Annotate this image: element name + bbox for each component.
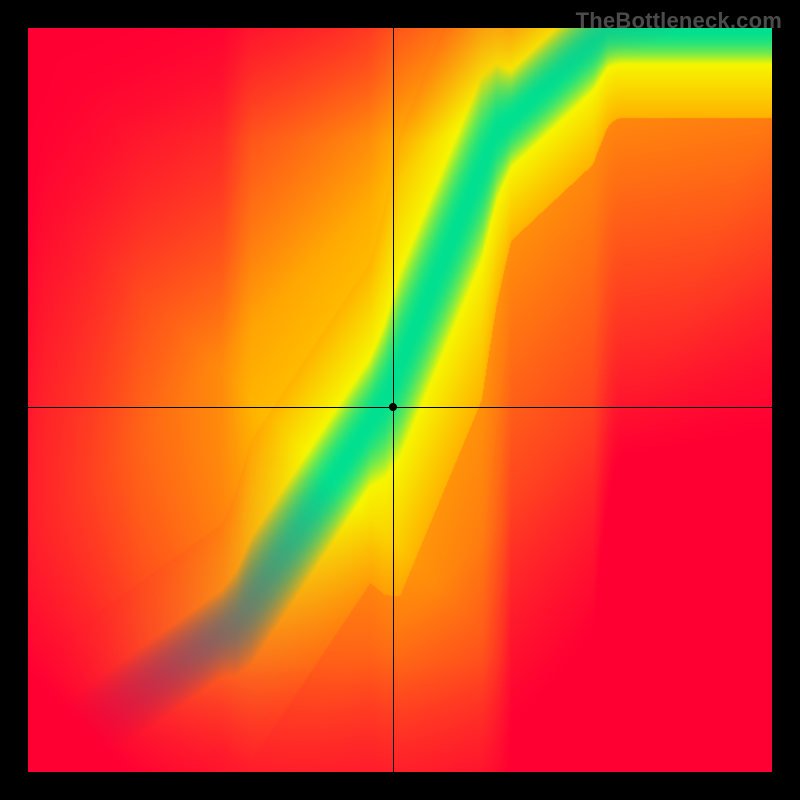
crosshair-marker-dot	[389, 403, 397, 411]
plot-area	[28, 28, 772, 772]
chart-frame: TheBottleneck.com	[0, 0, 800, 800]
crosshair-vertical	[393, 28, 394, 772]
heatmap-canvas	[28, 28, 772, 772]
crosshair-horizontal	[28, 407, 772, 408]
